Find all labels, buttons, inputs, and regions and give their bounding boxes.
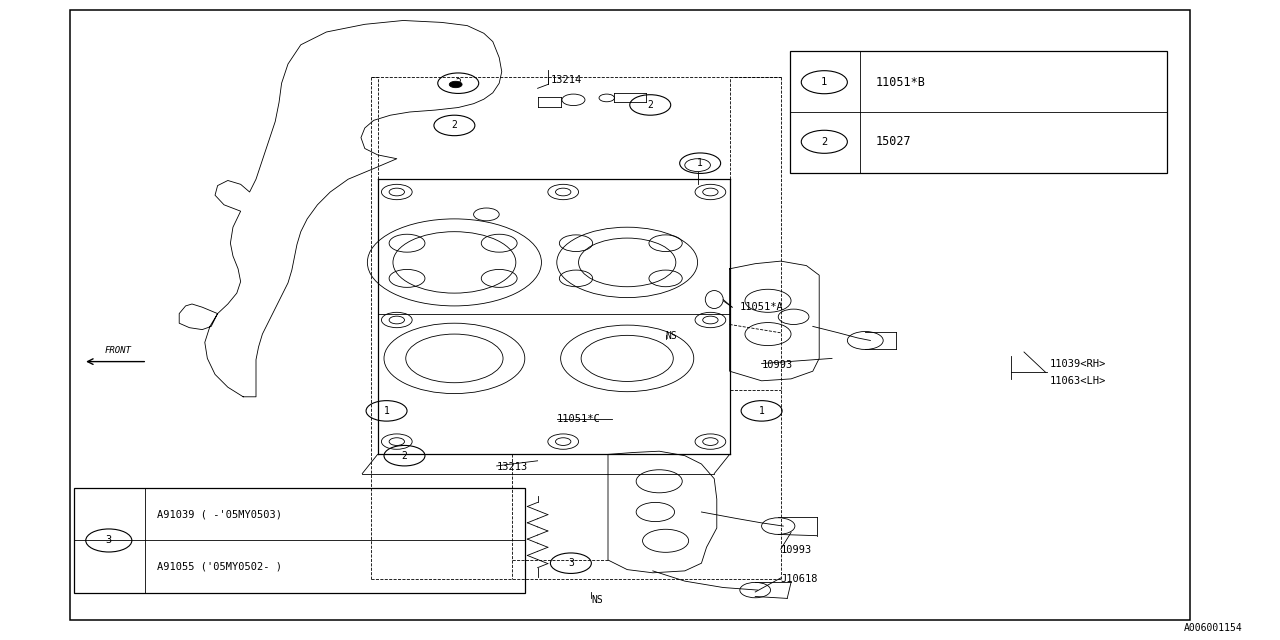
Text: 2: 2 (452, 120, 457, 131)
Circle shape (449, 81, 462, 88)
Text: 2: 2 (456, 78, 461, 88)
Text: NS: NS (591, 595, 603, 605)
Text: 10993: 10993 (781, 545, 812, 556)
Text: 1: 1 (822, 77, 827, 87)
Text: NS: NS (666, 331, 677, 341)
Text: 1: 1 (384, 406, 389, 416)
Text: 3: 3 (106, 536, 111, 545)
Text: FRONT: FRONT (105, 346, 131, 355)
Bar (790, 51, 1167, 173)
Text: A91055 ('05MY0502- ): A91055 ('05MY0502- ) (157, 561, 283, 572)
Text: 2: 2 (822, 137, 827, 147)
Text: 1: 1 (698, 158, 703, 168)
Text: A006001154: A006001154 (1184, 623, 1243, 634)
Text: 1: 1 (759, 406, 764, 416)
Bar (70, 10, 1190, 620)
Bar (74, 488, 525, 593)
Text: 2: 2 (402, 451, 407, 461)
Text: 11051*A: 11051*A (740, 302, 783, 312)
Text: 11051*C: 11051*C (557, 414, 600, 424)
Text: 13214: 13214 (550, 75, 581, 85)
Text: 11063<LH>: 11063<LH> (1050, 376, 1106, 386)
Text: 13213: 13213 (497, 462, 527, 472)
Text: 11051*B: 11051*B (876, 76, 925, 89)
Text: 10993: 10993 (762, 360, 792, 370)
Text: A91039 ( -'05MY0503): A91039 ( -'05MY0503) (157, 509, 283, 520)
Text: 15027: 15027 (876, 135, 911, 148)
Text: 11039<RH>: 11039<RH> (1050, 358, 1106, 369)
Text: J10618: J10618 (781, 574, 818, 584)
Text: 3: 3 (568, 558, 573, 568)
Text: 2: 2 (648, 100, 653, 110)
